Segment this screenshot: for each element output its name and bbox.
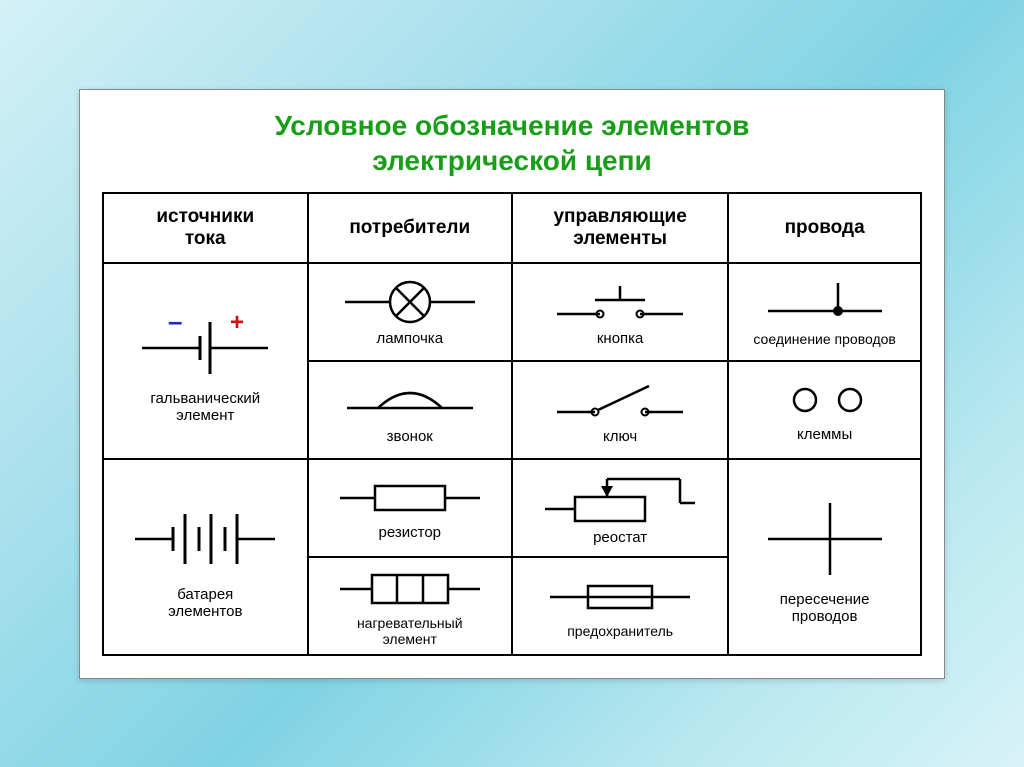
bell-label: звонок [315,428,506,445]
content-card: Условное обозначение элементов электриче… [79,89,945,679]
cell-fuse: предохранитель [512,557,728,655]
cell-battery: батарея элементов [103,459,308,655]
wire-crossing-icon [750,489,900,589]
galvanic-cell-icon: – + [130,298,280,388]
rheostat-label: реостат [519,529,721,546]
heater-label: нагревательный элемент [315,615,506,647]
fuse-label: предохранитель [519,623,721,639]
cell-button: кнопка [512,263,728,361]
cell-rheostat: реостат [512,459,728,557]
lamp-label: лампочка [315,330,506,347]
terminals-icon [750,376,900,424]
galvanic-label: гальванический элемент [110,390,301,424]
cell-galvanic: – + гальванический элемент [103,263,308,459]
header-sources: источники тока [103,193,308,263]
crossing-label: пересечение проводов [735,591,914,625]
switch-label: ключ [519,428,721,445]
chart-title: Условное обозначение элементов электриче… [102,108,922,178]
cell-resistor: резистор [308,459,513,557]
cell-switch: ключ [512,361,728,459]
cell-lamp: лампочка [308,263,513,361]
button-icon [545,276,695,328]
lamp-icon [335,276,485,328]
header-wires: провода [728,193,921,263]
cell-crossing: пересечение проводов [728,459,921,655]
header-consumers: потребители [308,193,513,263]
title-line-1: Условное обозначение элементов [275,110,750,141]
terminals-label: клеммы [735,426,914,443]
battery-icon [125,494,285,584]
header-row: источники тока потребители управляющие э… [103,193,921,263]
cell-terminals: клеммы [728,361,921,459]
table-row: батарея элементов резистор [103,459,921,557]
bell-icon [335,374,485,426]
button-label: кнопка [519,330,721,347]
cell-bell: звонок [308,361,513,459]
cell-connection: соединение проводов [728,263,921,361]
svg-text:+: + [230,309,244,336]
table-row: – + гальванический элемент [103,263,921,361]
fuse-icon [540,573,700,621]
connection-label: соединение проводов [735,331,914,347]
heater-icon [330,565,490,613]
symbols-table: источники тока потребители управляющие э… [102,192,922,656]
svg-text:–: – [168,306,182,336]
slide-background: Условное обозначение элементов электриче… [0,0,1024,767]
switch-icon [545,374,695,426]
cell-heater: нагревательный элемент [308,557,513,655]
resistor-label: резистор [315,524,506,541]
battery-label: батарея элементов [110,586,301,620]
title-line-2: электрической цепи [372,145,651,176]
header-controls: управляющие элементы [512,193,728,263]
rheostat-icon [535,469,705,527]
wire-connection-icon [750,277,900,329]
resistor-icon [330,474,490,522]
